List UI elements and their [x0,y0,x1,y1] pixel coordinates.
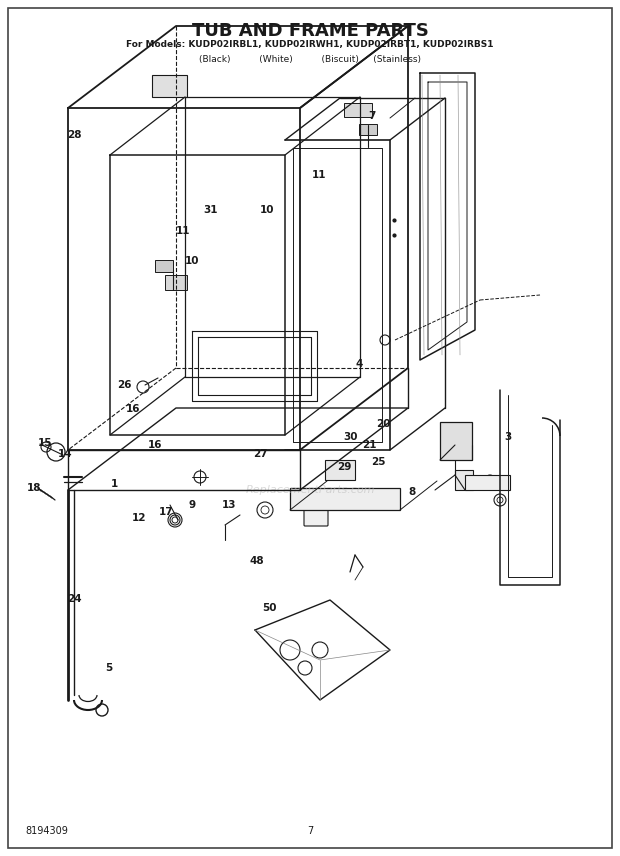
Bar [155,260,173,272]
Text: 26: 26 [117,380,131,390]
Text: 10: 10 [185,256,200,266]
Bar [455,470,473,490]
Bar [152,75,187,97]
Text: 13: 13 [222,500,237,510]
Text: 9: 9 [188,500,196,510]
Bar [165,275,187,290]
FancyBboxPatch shape [304,506,328,526]
Text: 7: 7 [307,826,313,836]
Text: 31: 31 [203,205,218,215]
Text: TUB AND FRAME PARTS: TUB AND FRAME PARTS [192,22,428,40]
Text: (Black)          (White)          (Biscuit)     (Stainless): (Black) (White) (Biscuit) (Stainless) [199,55,421,64]
Text: For Models: KUDP02IRBL1, KUDP02IRWH1, KUDP02IRBT1, KUDP02IRBS1: For Models: KUDP02IRBL1, KUDP02IRWH1, KU… [126,40,494,49]
Text: 16: 16 [126,404,141,414]
Text: 5: 5 [105,663,112,673]
Text: 4: 4 [356,359,363,369]
Text: 7: 7 [368,110,376,121]
Bar [465,475,510,490]
Text: 1: 1 [111,479,118,489]
Bar [344,103,372,117]
Text: 28: 28 [67,130,82,140]
Text: 8194309: 8194309 [25,826,68,836]
Text: 10: 10 [259,205,274,215]
Text: ReplacementParts.com: ReplacementParts.com [246,485,374,495]
Text: 27: 27 [253,449,268,459]
Text: 50: 50 [262,603,277,613]
Text: 8: 8 [409,487,416,497]
Text: 29: 29 [337,461,352,472]
Text: 16: 16 [148,440,162,450]
Text: 3: 3 [505,431,512,442]
Text: 48: 48 [250,556,265,566]
Bar [290,488,400,510]
Text: 11: 11 [175,226,190,236]
Text: 30: 30 [343,431,358,442]
Text: 18: 18 [27,483,42,493]
Text: 15: 15 [37,438,52,449]
Text: 25: 25 [371,457,386,467]
Text: 20: 20 [376,419,391,429]
Bar [359,124,377,135]
Text: 17: 17 [159,507,174,517]
Text: 24: 24 [67,594,82,604]
Bar [325,460,355,480]
Text: 12: 12 [132,513,147,523]
Text: 14: 14 [58,449,73,459]
Bar [440,422,472,460]
Text: 21: 21 [361,440,376,450]
Text: 11: 11 [312,170,327,181]
